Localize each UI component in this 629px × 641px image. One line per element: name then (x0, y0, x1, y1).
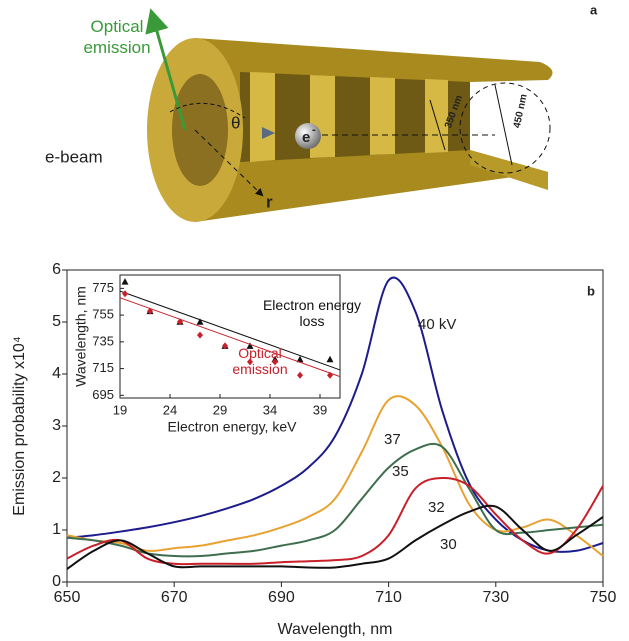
electron-charge: - (312, 124, 316, 136)
theta-label: θ (231, 113, 240, 132)
series-label: 37 (384, 431, 401, 448)
y-axis-label: Wavelength, nm (73, 286, 89, 387)
x-tick-label: 710 (375, 589, 402, 606)
y-tick-label: 715 (92, 360, 114, 375)
x-axis-label: Wavelength, nm (277, 621, 392, 638)
panel-label: b (587, 283, 595, 298)
y-tick-label: 0 (52, 573, 61, 590)
x-tick-label: 39 (313, 402, 327, 417)
series-label: 32 (428, 499, 445, 516)
e-beam-label: e-beam (45, 147, 103, 166)
panel-label: a (590, 2, 598, 17)
x-axis-label: Electron energy, keV (168, 419, 298, 435)
x-tick-label: 650 (54, 589, 81, 606)
x-tick-label: 29 (213, 402, 227, 417)
x-tick-label: 34 (263, 402, 277, 417)
tube-opening (172, 74, 228, 186)
series-label: 40 kV (418, 316, 456, 333)
series-label: Optical emission (215, 345, 305, 377)
y-tick-label: 775 (92, 280, 114, 295)
x-tick-label: 750 (590, 589, 617, 606)
figure: θ e - r e-beam 350 nm 450 nm a 650670690… (0, 0, 629, 641)
x-tick-label: 670 (161, 589, 188, 606)
y-tick-label: 755 (92, 307, 114, 322)
series-label: Electron energy loss (262, 297, 362, 329)
y-tick-label: 6 (52, 261, 61, 278)
y-tick-label: 735 (92, 333, 114, 348)
x-tick-label: 24 (163, 402, 177, 417)
x-tick-label: 730 (482, 589, 509, 606)
plot-frame (120, 275, 340, 398)
electron-label: e (302, 129, 310, 146)
emission-label: Optical emission (62, 16, 172, 58)
x-tick-label: 19 (113, 402, 127, 417)
r-label: r (266, 192, 273, 211)
y-tick-label: 5 (52, 313, 61, 330)
y-axis-label: Emission probability x10⁴ (11, 336, 28, 516)
y-tick-label: 695 (92, 387, 114, 402)
y-tick-label: 1 (52, 521, 61, 538)
series-label: 30 (440, 536, 457, 553)
y-tick-label: 3 (52, 417, 61, 434)
x-tick-label: 690 (268, 589, 295, 606)
series-label: 35 (392, 463, 409, 480)
y-tick-label: 2 (52, 469, 61, 486)
y-tick-label: 4 (52, 365, 61, 382)
